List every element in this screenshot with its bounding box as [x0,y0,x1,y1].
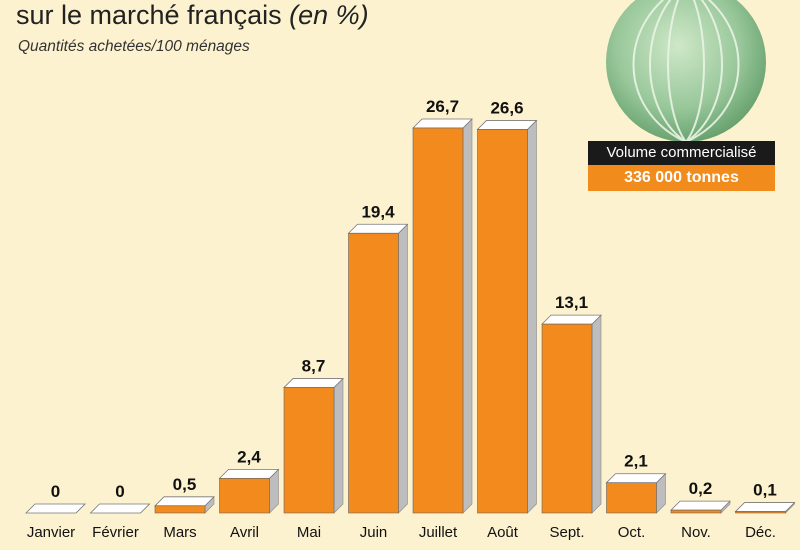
x-tick-label: Juin [360,524,388,541]
bar-top [154,496,215,507]
bar-value-label: 2,1 [624,452,648,471]
x-tick-label: Février [92,524,139,541]
bar-value-label: 0,2 [689,479,713,498]
bar-top [476,120,538,130]
bar-group [347,223,409,514]
bar-top [670,500,731,511]
x-tick-label: Mai [297,524,321,541]
bar-value-label: 0,5 [173,475,197,494]
bar-value-label: 0,1 [753,481,777,500]
bar-group [605,472,667,514]
bar-top [347,223,409,234]
chart-title: sur le marché français (en %) [16,0,369,31]
x-tick-label: Janvier [27,524,75,541]
bar-group [734,501,796,514]
bar-value-label: 26,6 [490,98,523,117]
bar-value-label: 13,1 [555,293,588,312]
bar-side [591,314,602,514]
bar-group [25,503,86,514]
bar-side [527,119,537,514]
bar [735,511,786,514]
bar [670,509,722,514]
volume-box: Volume commercialisé 336 000 tonnes [588,141,775,191]
bar [412,127,464,514]
volume-label: Volume commercialisé [588,141,775,165]
x-tick-label: Nov. [681,524,711,541]
bar-value-label: 0 [115,482,124,501]
bar-value-label: 19,4 [361,202,395,221]
bar [606,482,657,514]
x-tick-label: Déc. [745,524,776,541]
melon-icon [606,0,766,143]
bar-group [476,119,538,514]
bar-group [89,503,151,514]
bar-group [218,468,280,514]
bar-top [218,468,280,479]
x-tick-label: Avril [230,524,259,541]
bar [477,129,528,514]
bar-top [89,503,151,514]
bar-value-label: 0 [51,482,60,501]
bar [541,323,593,514]
bar-group [670,500,731,514]
bar-side [462,118,473,514]
bar-side [398,223,408,514]
bar-group [412,118,473,514]
bar-top [541,314,602,325]
chart-subtitle: Quantités achetées/100 ménages [18,38,250,55]
bar-group [541,314,602,514]
bar-group [283,377,344,514]
title-unit: (en %) [289,0,369,30]
x-tick-label: Oct. [618,524,646,541]
bar [283,387,335,514]
bar-value-label: 26,7 [426,97,459,116]
bar-top [605,473,667,484]
title-main: sur le marché français [16,0,282,30]
bar-top [25,503,86,514]
bar-top [412,118,473,129]
bar-group [154,496,215,514]
bar [348,232,399,514]
bar-value-label: 8,7 [302,357,326,376]
x-tick-label: Mars [163,524,196,541]
bar-top [283,378,344,388]
bar-side [333,377,344,514]
x-tick-label: Sept. [549,524,584,541]
x-tick-label: Août [487,524,519,541]
bar [219,478,270,514]
bar [154,505,206,514]
volume-value: 336 000 tonnes [588,165,775,191]
x-tick-label: Juillet [419,524,458,541]
bar-top [734,502,796,512]
bar-value-label: 2,4 [237,447,261,466]
